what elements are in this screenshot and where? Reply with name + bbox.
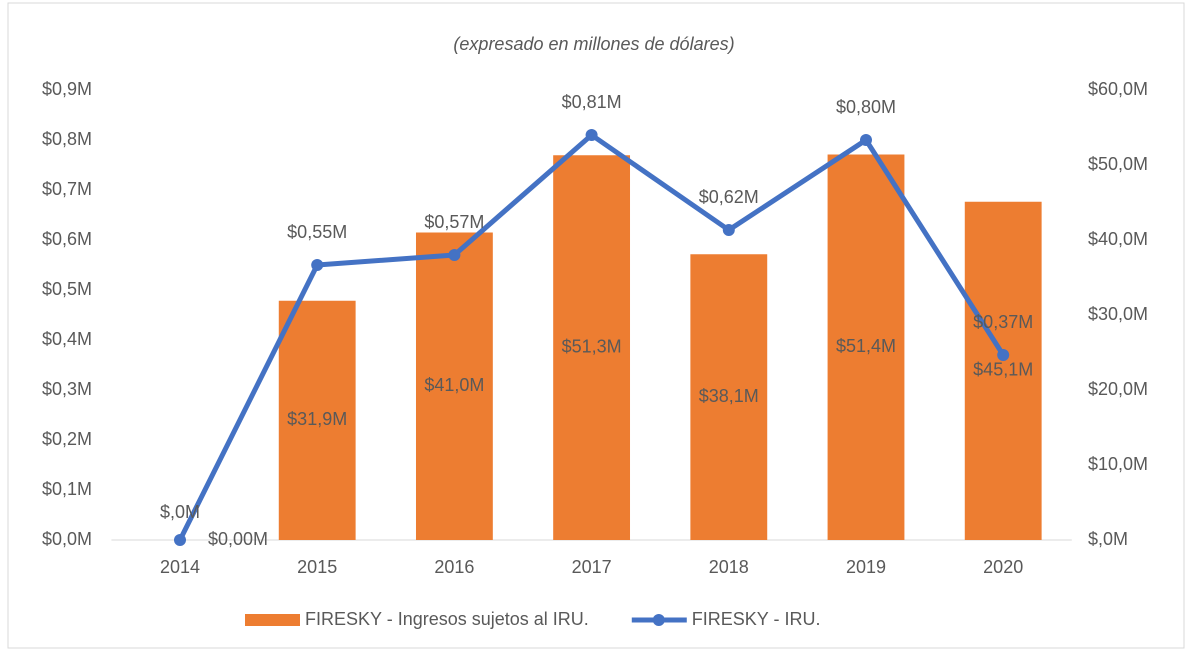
line-value-label: $0,57M bbox=[424, 212, 484, 232]
line-point bbox=[860, 134, 872, 146]
y-tick-label: $0,4M bbox=[42, 329, 92, 349]
legend-label: FIRESKY - Ingresos sujetos al IRU. bbox=[305, 609, 589, 629]
legend-swatch bbox=[245, 614, 300, 626]
y-tick-label: $0,2M bbox=[42, 429, 92, 449]
y2-tick-label: $10,0M bbox=[1088, 454, 1148, 474]
y2-tick-label: $40,0M bbox=[1088, 229, 1148, 249]
bar bbox=[553, 155, 631, 540]
line-point bbox=[997, 349, 1010, 361]
line-point bbox=[722, 224, 735, 236]
bar-value-label: $,0M bbox=[160, 502, 200, 522]
bar-value-label: $51,3M bbox=[562, 336, 622, 356]
line-value-label: $0,80M bbox=[836, 97, 896, 117]
y-tick-label: $0,0M bbox=[42, 529, 92, 549]
y2-tick-label: $20,0M bbox=[1088, 379, 1148, 399]
legend-label: FIRESKY - IRU. bbox=[692, 609, 821, 629]
y-tick-label: $0,1M bbox=[42, 479, 92, 499]
bar bbox=[690, 254, 768, 540]
line-value-label: $0,55M bbox=[287, 222, 347, 242]
x-tick-label: 2018 bbox=[709, 557, 749, 577]
line-point bbox=[174, 534, 186, 546]
y-tick-label: $0,3M bbox=[42, 379, 92, 399]
bar bbox=[964, 201, 1042, 540]
chart-title: (expresado en millones de dólares) bbox=[453, 34, 734, 54]
bar bbox=[415, 232, 493, 540]
line-value-label: $0,37M bbox=[973, 312, 1033, 332]
x-tick-label: 2020 bbox=[983, 557, 1023, 577]
bar bbox=[278, 300, 356, 540]
y-tick-label: $0,7M bbox=[42, 179, 92, 199]
bar-value-label: $51,4M bbox=[836, 336, 896, 356]
line-point bbox=[311, 259, 324, 271]
bar-value-label: $38,1M bbox=[699, 386, 759, 406]
y-tick-label: $0,9M bbox=[42, 79, 92, 99]
y-tick-label: $0,6M bbox=[42, 229, 92, 249]
bar-value-label: $45,1M bbox=[973, 360, 1033, 380]
x-tick-label: 2019 bbox=[846, 557, 886, 577]
bar-value-label: $41,0M bbox=[424, 375, 484, 395]
y2-tick-label: $30,0M bbox=[1088, 304, 1148, 324]
legend-swatch bbox=[652, 614, 665, 626]
y-tick-label: $0,8M bbox=[42, 129, 92, 149]
x-tick-label: 2016 bbox=[434, 557, 474, 577]
line-point bbox=[448, 249, 461, 261]
bar bbox=[827, 154, 905, 540]
line-point bbox=[585, 129, 598, 141]
line-value-label: $0,62M bbox=[699, 187, 759, 207]
y2-tick-label: $50,0M bbox=[1088, 154, 1148, 174]
x-tick-label: 2015 bbox=[297, 557, 337, 577]
x-tick-label: 2014 bbox=[160, 557, 200, 577]
line-value-label: $0,81M bbox=[562, 92, 622, 112]
y2-tick-label: $60,0M bbox=[1088, 79, 1148, 99]
bar-value-label: $31,9M bbox=[287, 409, 347, 429]
y2-tick-label: $,0M bbox=[1088, 529, 1128, 549]
x-tick-label: 2017 bbox=[572, 557, 612, 577]
y-tick-label: $0,5M bbox=[42, 279, 92, 299]
line-value-label: $0,00M bbox=[208, 529, 268, 549]
